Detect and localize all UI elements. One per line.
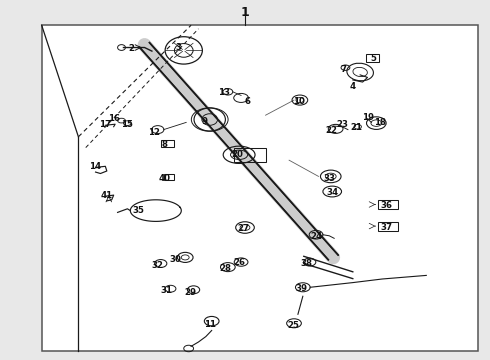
Text: 32: 32	[152, 261, 164, 270]
Text: 30: 30	[170, 256, 181, 264]
Text: 8: 8	[161, 140, 167, 149]
Text: 13: 13	[219, 89, 230, 98]
Text: 26: 26	[233, 258, 245, 267]
Bar	[161, 140, 173, 147]
Text: 12: 12	[148, 128, 160, 137]
Text: 24: 24	[310, 233, 322, 242]
Text: 29: 29	[184, 288, 196, 297]
Text: 25: 25	[287, 321, 299, 330]
Text: 36: 36	[380, 202, 392, 210]
Text: 14: 14	[90, 162, 101, 171]
Text: 1: 1	[241, 6, 249, 19]
Text: 2: 2	[128, 44, 134, 53]
Bar	[234, 148, 266, 162]
Text: 31: 31	[161, 287, 172, 295]
Text: 22: 22	[325, 126, 337, 135]
Text: 9: 9	[202, 117, 208, 126]
Bar	[366, 54, 379, 62]
Text: 15: 15	[122, 120, 133, 129]
Text: 5: 5	[370, 54, 376, 63]
Text: 39: 39	[295, 284, 307, 293]
Text: 4: 4	[350, 82, 356, 91]
Bar	[378, 200, 398, 209]
Text: 21: 21	[351, 123, 363, 132]
Text: 28: 28	[220, 264, 231, 273]
Text: 7: 7	[340, 65, 346, 74]
Text: 10: 10	[293, 97, 305, 106]
Text: 33: 33	[323, 174, 335, 183]
Text: 3: 3	[176, 43, 182, 52]
Text: 11: 11	[204, 320, 216, 329]
Text: 20: 20	[232, 150, 244, 159]
Text: 23: 23	[336, 120, 348, 129]
Text: 40: 40	[158, 174, 170, 183]
Text: 19: 19	[363, 112, 374, 122]
Text: 34: 34	[326, 188, 338, 197]
Text: 16: 16	[108, 114, 120, 122]
Text: 18: 18	[374, 118, 386, 127]
Text: 27: 27	[237, 224, 249, 233]
Bar	[42, 25, 478, 351]
Bar	[378, 222, 398, 231]
Bar	[164, 174, 174, 180]
Text: 17: 17	[99, 120, 111, 129]
Text: 37: 37	[380, 223, 392, 232]
Text: 35: 35	[132, 206, 144, 215]
Text: 6: 6	[245, 97, 251, 106]
Text: 41: 41	[101, 191, 113, 199]
Text: 38: 38	[300, 259, 312, 268]
